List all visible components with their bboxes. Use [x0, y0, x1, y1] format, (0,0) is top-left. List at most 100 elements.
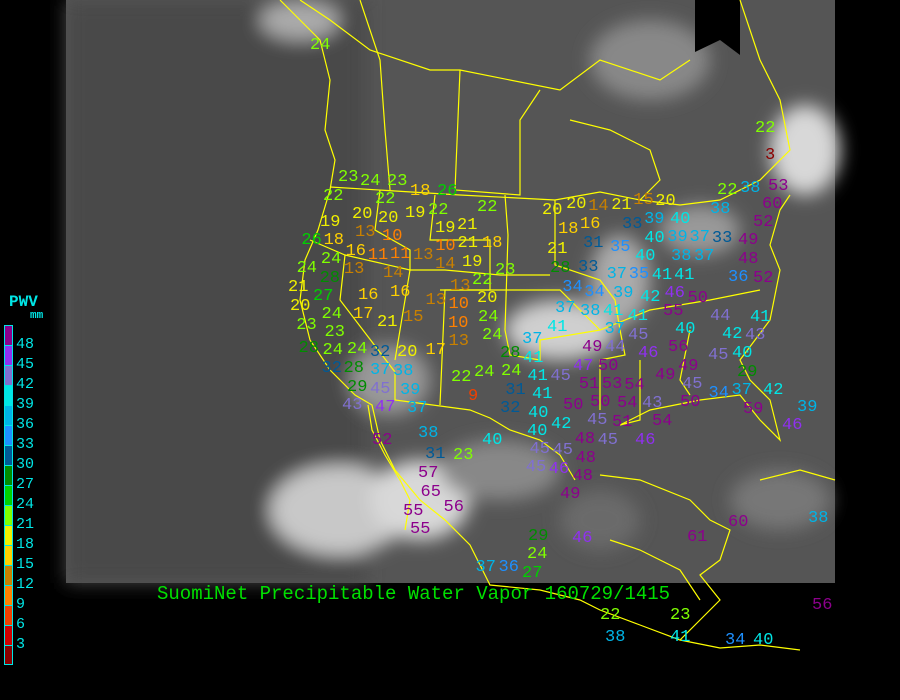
station-pwv-value: 43 — [642, 393, 663, 413]
station-pwv-value: 50 — [590, 393, 611, 412]
station-pwv-value: 21 — [611, 195, 632, 215]
color-scale-segment — [4, 645, 13, 665]
station-pwv-value: 22 — [477, 197, 498, 217]
station-pwv-value: 21 — [377, 312, 398, 332]
legend-tick-label: 42 — [16, 376, 35, 393]
station-pwv-value: 31 — [505, 380, 526, 400]
station-pwv-value: 34 — [584, 283, 605, 302]
station-pwv-value: 22 — [323, 186, 344, 206]
station-pwv-value: 37 — [407, 399, 428, 419]
station-pwv-value: 59 — [743, 400, 764, 419]
station-pwv-value: 13 — [450, 276, 471, 296]
station-pwv-value: 50 — [687, 288, 708, 308]
legend-tick-label: 48 — [16, 336, 35, 353]
station-pwv-value: 46 — [664, 283, 685, 303]
station-pwv-value: 19 — [405, 203, 426, 223]
station-pwv-value: 40 — [753, 630, 774, 650]
station-pwv-value: 38 — [580, 302, 601, 321]
legend-tick-label: 3 — [16, 636, 26, 653]
station-pwv-value: 48 — [574, 429, 596, 449]
station-pwv-value: 19 — [320, 213, 341, 232]
station-pwv-value: 41 — [523, 348, 544, 368]
station-pwv-value: 42 — [551, 414, 572, 434]
station-pwv-value: 41 — [674, 265, 695, 285]
station-pwv-value: 21 — [288, 278, 309, 298]
station-pwv-value: 24 — [474, 362, 495, 382]
station-pwv-value: 37 — [522, 330, 543, 350]
station-pwv-value: 48 — [575, 448, 596, 468]
station-pwv-value: 17 — [425, 340, 446, 360]
station-pwv-value: 22 — [428, 200, 449, 220]
station-pwv-value: 35 — [610, 237, 631, 257]
station-pwv-value: 24 — [527, 545, 548, 565]
station-pwv-value: 45 — [550, 366, 571, 386]
station-pwv-value: 49 — [738, 231, 759, 251]
station-pwv-value: 38 — [605, 627, 626, 647]
station-pwv-value: 43 — [342, 395, 363, 415]
station-pwv-value: 60 — [728, 512, 749, 532]
color-scale-segment — [4, 525, 13, 545]
station-pwv-value: 60 — [762, 194, 783, 214]
station-pwv-value: 49 — [678, 356, 699, 376]
station-pwv-value: 16 — [345, 242, 366, 261]
station-pwv-value: 18 — [323, 231, 344, 251]
station-pwv-value: 32 — [321, 359, 342, 378]
station-pwv-value: 14 — [383, 264, 404, 284]
color-scale-segment — [4, 585, 13, 605]
station-pwv-value: 54 — [617, 393, 638, 413]
station-pwv-value: 42 — [763, 381, 784, 400]
station-pwv-value: 23 — [495, 260, 516, 280]
station-pwv-value: 9 — [468, 386, 479, 406]
station-pwv-value: 55 — [663, 302, 684, 321]
station-pwv-value: 10 — [435, 237, 456, 257]
color-scale-segment — [4, 365, 13, 385]
color-scale-segment — [4, 465, 13, 485]
station-pwv-value: 23 — [338, 167, 359, 187]
station-pwv-value: 34 — [725, 630, 746, 650]
station-pwv-value: 54 — [624, 375, 645, 395]
station-pwv-value: 19 — [462, 252, 483, 272]
station-pwv-value: 40 — [732, 344, 753, 364]
station-pwv-value: 35 — [628, 265, 650, 285]
station-pwv-value: 48 — [738, 250, 759, 270]
station-pwv-value: 13 — [343, 260, 365, 280]
station-pwv-value: 23 — [387, 172, 408, 192]
station-pwv-value: 38 — [740, 178, 761, 198]
station-pwv-value: 40 — [635, 246, 656, 266]
map-title: SuomiNet Precipitable Water Vapor 160729… — [157, 583, 671, 605]
color-scale-segment — [4, 565, 13, 585]
station-pwv-value: 52 — [753, 268, 774, 288]
cloud-layer — [66, 0, 840, 583]
station-pwv-value: 40 — [528, 403, 549, 423]
station-pwv-value: 40 — [644, 228, 665, 248]
station-pwv-value: 27 — [522, 563, 543, 583]
station-pwv-value: 41 — [527, 366, 548, 386]
color-scale-segment — [4, 545, 13, 565]
station-pwv-value: 37 — [689, 228, 710, 248]
station-pwv-value: 34 — [708, 383, 729, 403]
station-pwv-value: 24 — [320, 250, 342, 270]
station-pwv-value: 56 — [812, 595, 833, 615]
station-pwv-value: 50 — [598, 356, 619, 376]
station-pwv-value: 42 — [640, 288, 661, 308]
station-pwv-value: 48 — [572, 466, 593, 486]
station-pwv-value: 38 — [671, 246, 692, 266]
legend-tick-label: 24 — [16, 496, 35, 513]
station-pwv-value: 31 — [583, 233, 604, 253]
station-pwv-value: 27 — [313, 286, 334, 306]
color-scale-segment — [4, 385, 13, 405]
station-pwv-value: 33 — [578, 257, 599, 277]
station-pwv-value: 24 — [478, 307, 499, 327]
station-pwv-value: 45 — [628, 325, 649, 345]
station-pwv-value: 36 — [728, 268, 749, 288]
station-pwv-value: 40 — [670, 209, 691, 229]
station-pwv-value: 34 — [562, 277, 583, 297]
color-scale-segment — [4, 485, 13, 505]
station-pwv-value: 3 — [765, 145, 776, 165]
pwv-color-scale — [4, 325, 13, 665]
station-pwv-value: 52 — [753, 212, 774, 232]
station-pwv-value: 57 — [418, 463, 439, 483]
station-pwv-value: 16 — [390, 282, 411, 302]
station-pwv-value: 24 — [360, 172, 381, 192]
station-pwv-value: 20 — [397, 343, 418, 363]
